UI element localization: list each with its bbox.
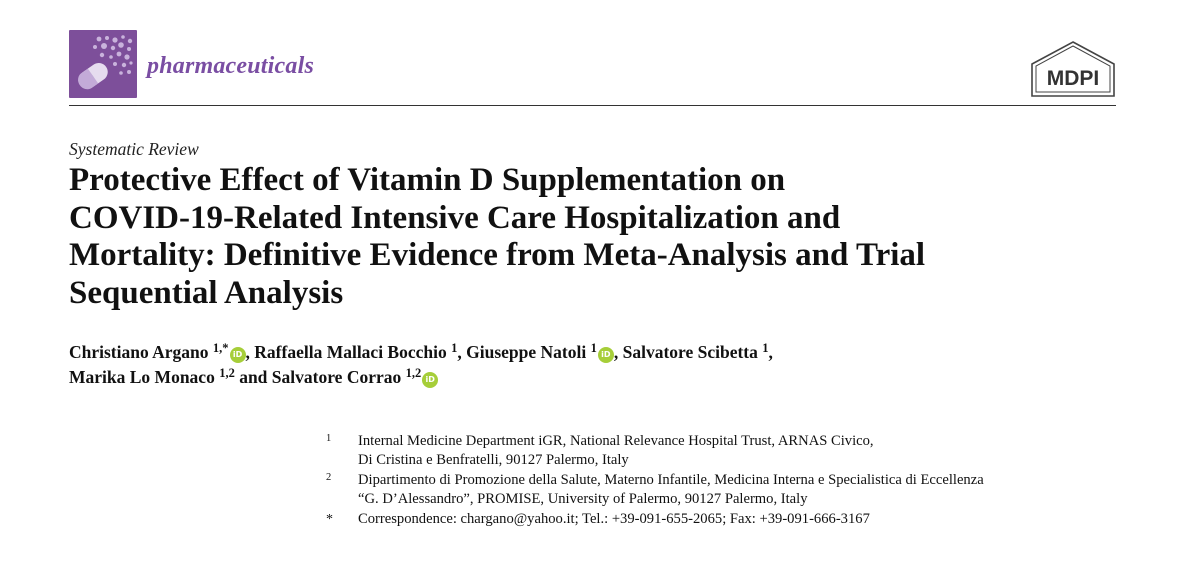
author-separator: and	[234, 367, 272, 387]
title-line: Protective Effect of Vitamin D Supplemen…	[69, 162, 786, 198]
mdpi-hexagon-icon: MDPI	[1031, 41, 1115, 97]
journal-name: pharmaceuticals	[147, 53, 315, 79]
correspondence-marker: *	[326, 511, 333, 527]
author-separator: ,	[457, 342, 467, 362]
affiliation-entry: 1 Internal Medicine Department iGR, Nati…	[326, 432, 1166, 471]
author-line: Christiano Argano 1,* iD, Raffaella Malla…	[69, 340, 1149, 365]
affiliation-entry: 2 Dipartimento di Promozione della Salut…	[326, 471, 1166, 510]
orcid-icon[interactable]: iD	[597, 347, 614, 363]
svg-text:MDPI: MDPI	[1047, 67, 1100, 90]
author-affiliation-marker: 1,2	[219, 366, 235, 380]
journal-logo	[69, 30, 137, 98]
author-name: Marika Lo Monaco	[69, 367, 215, 387]
affiliation-text: Internal Medicine Department iGR, Nation…	[358, 433, 874, 449]
author-name: Giuseppe Natoli	[466, 342, 587, 362]
affiliation-marker: 2	[326, 471, 332, 483]
author-name: Salvatore Scibetta	[622, 342, 758, 362]
title-line: COVID-19-Related Intensive Care Hospital…	[69, 199, 841, 236]
article-type: Systematic Review	[69, 139, 199, 159]
author-affiliation-marker: 1,*	[212, 341, 229, 355]
affiliation-text: Di Cristina e Benfratelli, 90127 Palermo…	[358, 452, 629, 469]
correspondence-text[interactable]: Correspondence: chargano@yahoo.it; Tel.:…	[358, 510, 870, 527]
author-separator: ,	[768, 342, 773, 362]
affiliation-text: “G. D’Alessandro”, PROMISE, University o…	[358, 491, 808, 508]
correspondence-entry: * Correspondence: chargano@yahoo.it; Tel…	[326, 510, 1166, 529]
author-affiliation-marker: 1	[590, 341, 597, 355]
title-line: Mortality: Definitive Evidence from Meta…	[69, 237, 926, 273]
orcid-icon[interactable]: iD	[422, 372, 439, 388]
author-affiliation-marker: 1,2	[405, 366, 422, 380]
author-separator: ,	[613, 342, 623, 362]
author-separator: ,	[245, 342, 255, 362]
author-affiliation-marker: 1	[451, 341, 458, 355]
author-list: Christiano Argano 1,* iD, Raffaella Malla…	[69, 340, 1149, 390]
mdpi-logo: MDPI	[1026, 40, 1120, 98]
pill-logo-icon	[78, 35, 133, 90]
author-name: Christiano Argano	[69, 342, 209, 362]
title-line: Sequential Analysis	[69, 274, 344, 311]
author-line: Marika Lo Monaco 1,2 and Salvatore Corra…	[69, 365, 1149, 390]
orcid-icon[interactable]: iD	[229, 347, 246, 363]
affiliation-list: 1 Internal Medicine Department iGR, Nati…	[326, 432, 1166, 529]
author-affiliation-marker: 1	[762, 341, 769, 355]
article-title: Protective Effect of Vitamin D Supplemen…	[69, 162, 1149, 312]
affiliation-marker: 1	[326, 433, 332, 444]
affiliation-text: Dipartimento di Promozione della Salute,…	[358, 471, 984, 488]
header-rule	[69, 105, 1116, 106]
author-name: Raffaella Mallaci Bocchio	[254, 342, 447, 362]
author-name: Salvatore Corrao	[271, 367, 402, 387]
